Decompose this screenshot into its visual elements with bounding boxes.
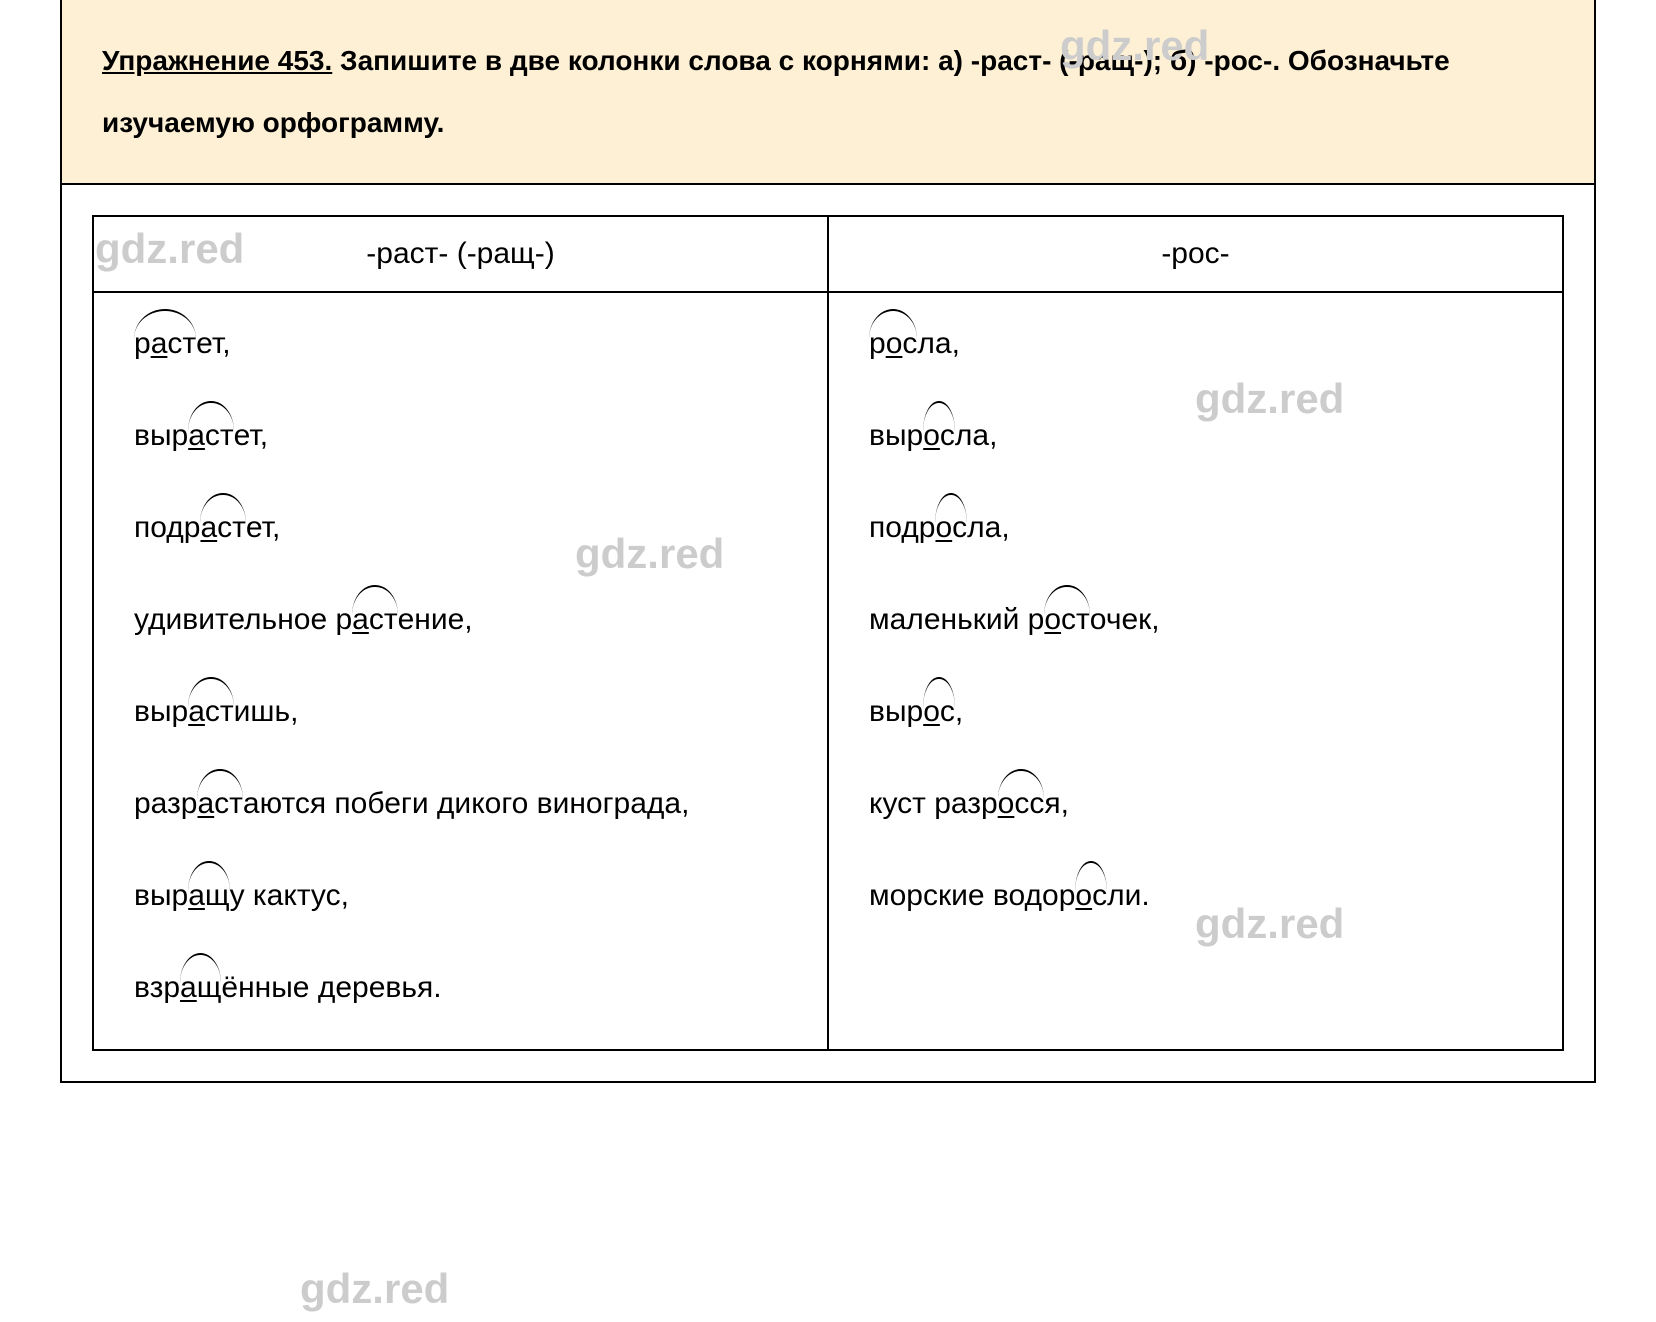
column-header-ros: -рос-: [828, 216, 1563, 292]
word-podrosla: подросла,: [869, 507, 1522, 549]
word-vyrastish: вырастишь,: [134, 691, 787, 733]
word-columns-table: -раст- (-ращ-) -рос- растет, вырастет, п…: [92, 215, 1564, 1051]
content-area: -раст- (-ращ-) -рос- растет, вырастет, п…: [62, 185, 1594, 1081]
word-vyrosla: выросла,: [869, 415, 1522, 457]
word-rostochek: маленький росточек,: [869, 599, 1522, 641]
word-razrossya: куст разросся,: [869, 783, 1522, 825]
word-vyrastet: вырастет,: [134, 415, 787, 457]
watermark: gdz.red: [300, 1265, 449, 1313]
exercise-label: Упражнение 453.: [102, 45, 332, 76]
column-header-rast: -раст- (-ращ-): [93, 216, 828, 292]
column-rast-cell: растет, вырастет, подрастет, удивительно…: [93, 292, 828, 1050]
word-rastenie: удивительное растение,: [134, 599, 787, 641]
word-rastet: растет,: [134, 323, 787, 365]
exercise-header: Упражнение 453. Запишите в две колонки с…: [62, 0, 1594, 185]
word-vodorosli: морские водоросли.: [869, 875, 1522, 917]
word-vyros: вырос,: [869, 691, 1522, 733]
column-ros-cell: росла, выросла, подросла, маленький рост…: [828, 292, 1563, 1050]
word-podrastet: подрастет,: [134, 507, 787, 549]
word-razrastayutsya: разрастаются побеги дикого винограда,: [134, 783, 787, 825]
word-vzrashchennye: взращённые деревья.: [134, 967, 787, 1009]
exercise-container: Упражнение 453. Запишите в две колонки с…: [60, 0, 1596, 1083]
word-vyrashchu: выращу кактус,: [134, 875, 787, 917]
word-rosla: росла,: [869, 323, 1522, 365]
